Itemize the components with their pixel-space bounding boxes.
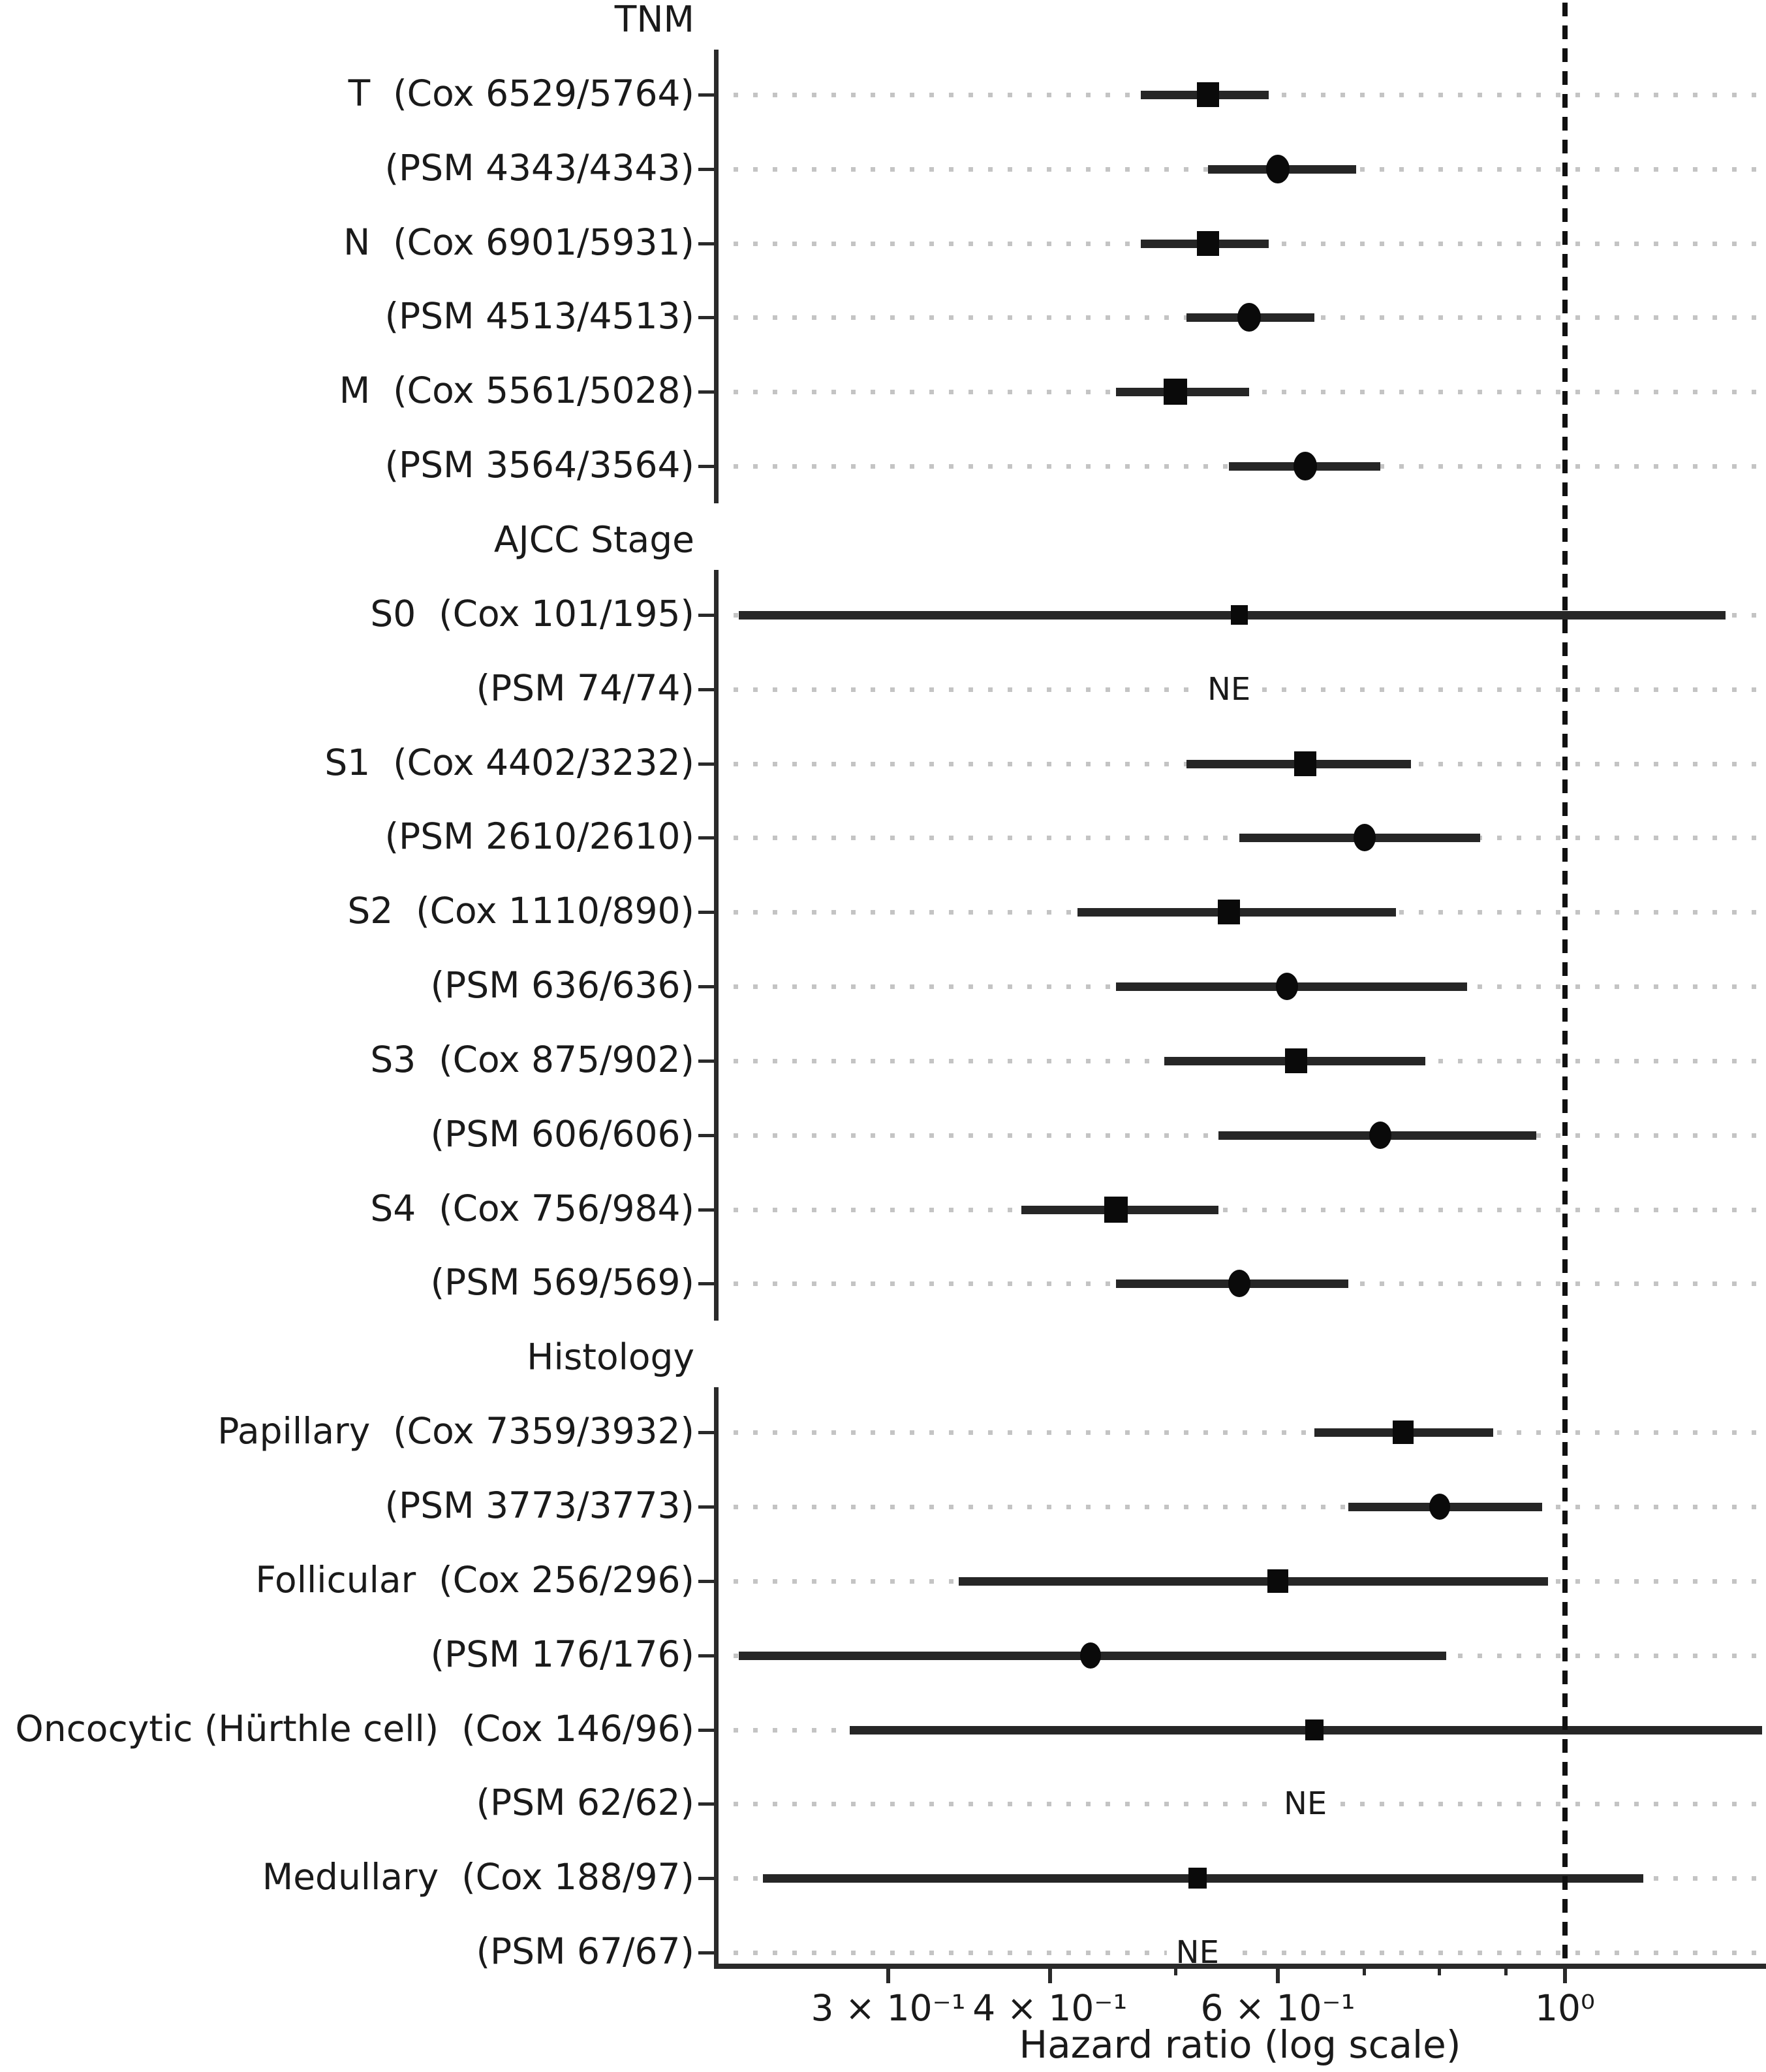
point-estimate-circle-marker (1080, 1642, 1102, 1669)
group-header: TNM (614, 0, 694, 40)
row-label: (PSM 606/606) (430, 1112, 694, 1155)
x-major-tick (1047, 1964, 1052, 1983)
row-grid-line (714, 1505, 1766, 1509)
row-label: Follicular (Cox 256/296) (255, 1558, 694, 1601)
row-label: S2 (Cox 1110/890) (347, 890, 694, 932)
x-minor-tick (1504, 1964, 1508, 1975)
confidence-interval-line (958, 1577, 1548, 1586)
point-estimate-square-marker (1197, 82, 1220, 107)
x-axis-title: Hazard ratio (log scale) (1019, 2022, 1461, 2067)
row-label: (PSM 636/636) (430, 964, 694, 1007)
row-label: S1 (Cox 4402/3232) (324, 741, 694, 783)
row-tick (698, 1654, 714, 1657)
point-estimate-square-marker (1164, 379, 1188, 405)
x-major-tick (1562, 1964, 1567, 1983)
row-tick (698, 613, 714, 617)
x-major-tick (1276, 1964, 1280, 1983)
x-tick-label: 10⁰ (1534, 1987, 1595, 2029)
y-axis-spine (714, 569, 719, 1321)
x-tick-label: 4 × 10⁻¹ (972, 1987, 1128, 2029)
row-tick (698, 1802, 714, 1806)
row-tick (698, 390, 714, 394)
row-tick (698, 1133, 714, 1137)
row-label: (PSM 176/176) (430, 1633, 694, 1675)
point-estimate-circle-marker (1276, 973, 1299, 1001)
row-label: T (Cox 6529/5764) (348, 72, 694, 114)
x-tick-label: 3 × 10⁻¹ (811, 1987, 966, 2029)
point-estimate-square-marker (1188, 1868, 1207, 1889)
row-label: (PSM 4343/4343) (384, 146, 694, 189)
row-tick (698, 1282, 714, 1286)
point-estimate-circle-marker (1369, 1121, 1392, 1149)
point-estimate-circle-marker (1353, 824, 1376, 852)
point-estimate-square-marker (1218, 900, 1241, 925)
row-grid-line (714, 1951, 1766, 1956)
point-estimate-circle-marker (1237, 303, 1261, 332)
y-axis-spine (714, 50, 719, 504)
x-major-tick (886, 1964, 891, 1983)
row-tick (698, 465, 714, 469)
row-label: (PSM 3564/3564) (384, 444, 694, 486)
point-estimate-square-marker (1104, 1196, 1128, 1223)
row-label: Oncocytic (Hürthle cell) (Cox 146/96) (15, 1707, 694, 1750)
ne-not-estimable-label: NE (1274, 1785, 1337, 1823)
row-label: (PSM 4513/4513) (384, 295, 694, 337)
point-estimate-circle-marker (1294, 452, 1318, 481)
row-label: (PSM 3773/3773) (384, 1484, 694, 1526)
row-tick (698, 242, 714, 245)
row-grid-line (714, 1430, 1766, 1436)
x-minor-tick (1438, 1964, 1442, 1975)
ne-not-estimable-label: NE (1198, 670, 1260, 708)
row-grid-line (714, 1207, 1766, 1212)
x-minor-tick (1363, 1964, 1367, 1975)
row-label: (PSM 569/569) (430, 1261, 694, 1304)
row-tick (698, 1059, 714, 1063)
row-tick (698, 1951, 714, 1955)
point-estimate-circle-marker (1228, 1270, 1250, 1298)
x-tick-label: 6 × 10⁻¹ (1200, 1987, 1355, 2029)
row-tick (698, 985, 714, 989)
row-label: (PSM 62/62) (476, 1782, 694, 1824)
group-header: AJCC Stage (493, 518, 694, 561)
row-label: S3 (Cox 875/902) (370, 1038, 694, 1080)
row-tick (698, 1728, 714, 1732)
row-label: S0 (Cox 101/195) (370, 592, 694, 635)
x-axis-line (714, 1964, 1766, 1969)
row-label: Medullary (Cox 188/97) (262, 1856, 694, 1898)
point-estimate-square-marker (1230, 604, 1248, 625)
row-tick (698, 1431, 714, 1435)
point-estimate-circle-marker (1429, 1494, 1450, 1520)
row-label: S4 (Cox 756/984) (370, 1187, 694, 1229)
row-tick (698, 1579, 714, 1583)
row-label: (PSM 2610/2610) (384, 815, 694, 858)
point-estimate-square-marker (1294, 751, 1317, 776)
point-estimate-square-marker (1285, 1048, 1308, 1073)
row-label: (PSM 74/74) (476, 667, 694, 709)
point-estimate-square-marker (1267, 1569, 1289, 1593)
row-tick (698, 762, 714, 766)
row-tick (698, 911, 714, 915)
row-label: (PSM 67/67) (476, 1930, 694, 1973)
point-estimate-circle-marker (1266, 154, 1290, 183)
point-estimate-square-marker (1305, 1719, 1324, 1740)
row-label: N (Cox 6901/5931) (343, 221, 694, 263)
row-tick (698, 167, 714, 171)
row-tick (698, 1208, 714, 1212)
x-minor-tick (1173, 1964, 1177, 1975)
row-tick (698, 836, 714, 840)
row-tick (698, 316, 714, 320)
y-axis-spine (714, 1387, 719, 1964)
point-estimate-square-marker (1393, 1421, 1414, 1445)
row-tick (698, 687, 714, 691)
row-tick (698, 1877, 714, 1881)
point-estimate-square-marker (1197, 230, 1220, 256)
row-grid-line (714, 1802, 1766, 1807)
row-tick (698, 1505, 714, 1509)
group-header: Histology (527, 1336, 694, 1379)
row-label: Papillary (Cox 7359/3932) (217, 1410, 694, 1452)
row-tick (698, 93, 714, 97)
reference-line-hr1 (1562, 3, 1568, 1964)
row-label: M (Cox 5561/5028) (339, 369, 694, 412)
